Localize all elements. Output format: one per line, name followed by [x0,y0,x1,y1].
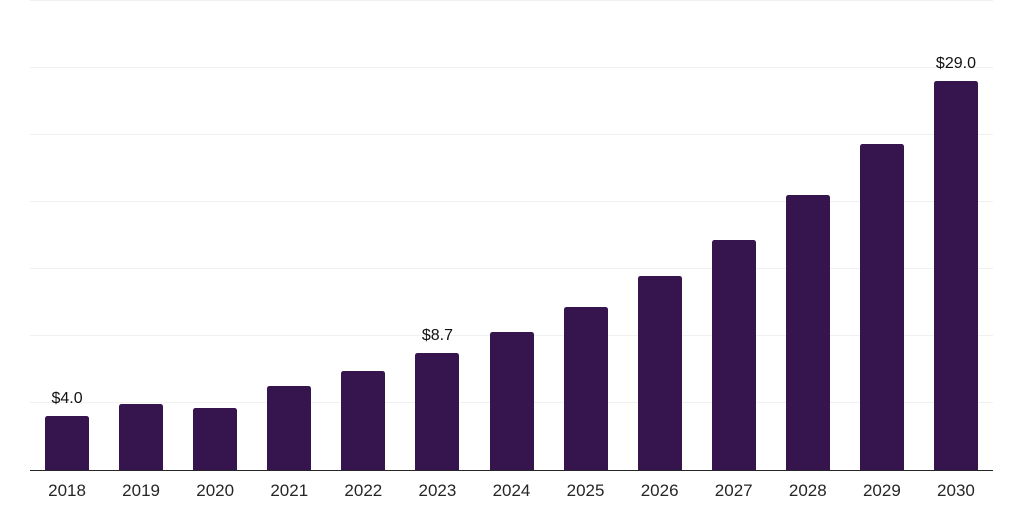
bar-2020 [193,408,238,470]
bar-value-label-2030: $29.0 [935,55,976,73]
x-tick-2020: 2020 [196,481,235,500]
gridline-25 [30,134,993,135]
x-tick-2019: 2019 [122,481,160,500]
x-tick-2026: 2026 [640,481,679,500]
x-tick-2024: 2024 [492,481,531,500]
x-tick-2023: 2023 [418,481,457,500]
bar-2021 [267,385,312,470]
bar-2023 [415,353,460,470]
bar-2025 [563,306,608,470]
x-tick-2030: 2030 [937,481,975,500]
gridline-35 [30,0,993,1]
x-tick-2028: 2028 [788,481,827,500]
gridline-30 [30,67,993,68]
bar-2022 [341,370,386,470]
x-tick-2027: 2027 [714,481,753,500]
bar-value-label-2018: $4.0 [51,390,83,408]
bar-value-label-2023: $8.7 [421,327,453,345]
x-tick-2025: 2025 [566,481,605,500]
bar-2026 [637,275,682,470]
x-tick-2022: 2022 [344,481,383,500]
bar-2029 [859,144,904,470]
x-axis-line [30,469,993,471]
plot-area: $4.0 $8.7 $29.0 [30,0,993,471]
bar-2030 [933,81,978,470]
x-tick-2018: 2018 [48,481,86,500]
bar-2024 [489,331,534,470]
gridline-15 [30,268,993,269]
bar-2018 [45,416,90,470]
x-axis-labels: 2018 2019 2020 2021 2022 2023 2024 2025 2026 2027… [30,481,993,503]
gridline-20 [30,201,993,202]
bar-2019 [119,404,164,470]
bar-2027 [711,239,756,470]
x-tick-2021: 2021 [270,481,309,500]
x-tick-2029: 2029 [862,481,901,500]
bar-2028 [785,195,830,470]
